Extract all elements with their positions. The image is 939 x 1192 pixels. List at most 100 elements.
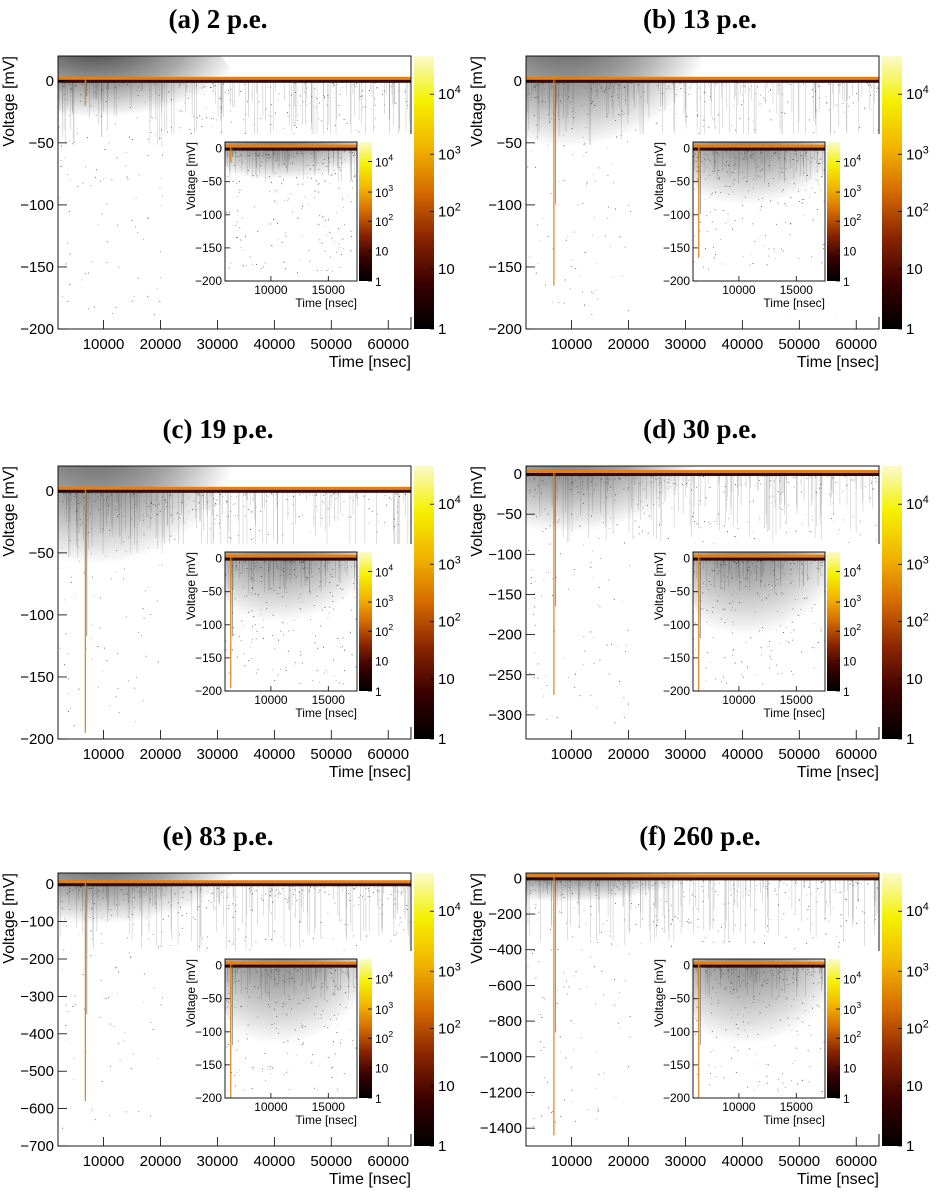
- colorbar-tick-label: 1: [438, 321, 446, 338]
- plot-frame: [224, 551, 358, 692]
- y-tick-label: −150: [663, 651, 690, 665]
- x-tick-label: 10000: [83, 336, 125, 353]
- colorbar-tick-label: 104: [906, 494, 929, 513]
- colorbar-tick-label: 103: [906, 144, 929, 163]
- x-tick-label: 40000: [253, 1153, 295, 1170]
- x-tick-label: 10000: [254, 1100, 288, 1114]
- y-tick-label: −200: [663, 1091, 690, 1105]
- x-tick-label: 40000: [253, 746, 295, 763]
- signal-hump: [58, 873, 236, 942]
- y-tick-label: −800: [488, 1013, 522, 1030]
- colorbar-tick-label: 1: [375, 1092, 382, 1106]
- x-axis-label: Time [nsec]: [797, 1171, 879, 1188]
- colorbar-tick-label: 104: [375, 152, 393, 169]
- x-tick-label: 30000: [197, 1153, 239, 1170]
- x-tick-label: 40000: [253, 336, 295, 353]
- x-tick-label: 30000: [197, 746, 239, 763]
- panel-title: (d) 30 p.e.: [643, 414, 757, 444]
- colorbar-tick-label: 1: [906, 1138, 914, 1155]
- baseline-core: [526, 877, 879, 881]
- colorbar-tick-label: 1: [906, 321, 914, 338]
- inset-heatmap: [693, 552, 825, 691]
- x-axis-label: Time [nsec]: [295, 706, 357, 720]
- inset: 10000 15000 0 −50 −100 −150 −200 Time [nsec] Vol…: [631, 544, 881, 727]
- baseline-band: [58, 880, 411, 884]
- colorbar: [882, 873, 902, 1146]
- x-tick-label: 50000: [310, 336, 352, 353]
- y-axis-label: Voltage [mV]: [184, 552, 198, 620]
- y-tick-label: −200: [663, 274, 690, 288]
- y-tick-label: −200: [20, 321, 54, 338]
- colorbar-tick-label: 10: [375, 244, 389, 258]
- colorbar-tick-label: 104: [843, 152, 861, 169]
- y-tick-label: −100: [20, 197, 54, 214]
- inset-heatmap: [225, 959, 357, 1098]
- y-axis-label: Voltage [mV]: [184, 959, 198, 1027]
- baseline-core: [58, 79, 411, 83]
- colorbar-tick-label: 10: [843, 244, 857, 258]
- panel-f: (f) 260 p.e. 10000 20000 30000 40000 50000 600…: [469, 821, 929, 1188]
- colorbar-tick-label: 10: [843, 654, 857, 668]
- colorbar-tick-label: 103: [843, 183, 861, 200]
- colorbar-tick-label: 102: [906, 202, 929, 221]
- x-tick-label: 40000: [721, 336, 763, 353]
- colorbar-tick-label: 1: [843, 1092, 850, 1106]
- x-tick-label: 10000: [722, 1100, 756, 1114]
- y-axis-label: Voltage [mV]: [1, 466, 18, 557]
- x-tick-label: 60000: [367, 1153, 409, 1170]
- panel-b: (b) 13 p.e. 10000 20000 30000 40000 50000 6000…: [469, 4, 929, 371]
- colorbar-tick-label: 103: [843, 1000, 861, 1017]
- x-axis-label: Time [nsec]: [295, 296, 357, 310]
- y-tick-label: −200: [488, 321, 522, 338]
- y-tick-label: −200: [195, 274, 222, 288]
- inset-heatmap: [225, 552, 357, 691]
- baseline-core: [693, 147, 825, 151]
- x-tick-label: 50000: [778, 746, 820, 763]
- y-tick-label: −150: [488, 586, 522, 603]
- x-tick-label: 10000: [83, 1153, 125, 1170]
- y-tick-label: −100: [20, 914, 54, 931]
- y-tick-label: −150: [195, 651, 222, 665]
- baseline-band: [58, 486, 411, 490]
- y-tick-label: −100: [663, 618, 690, 632]
- y-tick-label: −200: [663, 684, 690, 698]
- colorbar-tick-label: 104: [375, 562, 393, 579]
- signal-hump: [526, 873, 704, 913]
- colorbar-tick-label: 103: [375, 183, 393, 200]
- colorbar-tick-label: 10: [438, 1078, 455, 1095]
- baseline-band: [526, 470, 879, 474]
- x-axis-label: Time [nsec]: [763, 706, 825, 720]
- y-tick-label: −150: [195, 1058, 222, 1072]
- plot-frame: [692, 551, 826, 692]
- colorbar-tick-label: 10: [375, 1061, 389, 1075]
- colorbar-tick-label: 104: [843, 562, 861, 579]
- colorbar-tick-label: 103: [843, 593, 861, 610]
- y-tick-label: −150: [663, 1058, 690, 1072]
- inset: 10000 15000 0 −50 −100 −150 −200 Time [nsec] Vol…: [163, 951, 413, 1134]
- x-tick-label: 60000: [835, 336, 877, 353]
- colorbar-tick-label: 104: [843, 969, 861, 986]
- colorbar-tick-label: 10: [906, 1078, 923, 1095]
- baseline-band: [526, 874, 879, 878]
- baseline-band: [693, 554, 825, 558]
- colorbar-tick-label: 102: [438, 1019, 461, 1038]
- colorbar-tick-label: 104: [375, 969, 393, 986]
- y-axis-label: Voltage [mV]: [1, 873, 18, 964]
- colorbar-tick-label: 1: [375, 275, 382, 289]
- y-tick-label: −200: [195, 1091, 222, 1105]
- panel-a: (a) 2 p.e. 10000 20000 30000 40000 50000 60000…: [1, 4, 461, 371]
- y-tick-label: −200: [20, 731, 54, 748]
- x-tick-label: 20000: [608, 1153, 650, 1170]
- plot-frame: [224, 141, 358, 282]
- inset: 10000 15000 0 −50 −100 −150 −200 Time [nsec] Vol…: [163, 134, 413, 317]
- y-axis-label: Voltage [mV]: [1, 56, 18, 147]
- colorbar: [359, 142, 372, 281]
- baseline-core: [58, 489, 411, 493]
- x-tick-label: 15000: [312, 283, 346, 297]
- colorbar: [827, 959, 840, 1098]
- baseline-core: [526, 79, 879, 83]
- panel-d: (d) 30 p.e. 10000 20000 30000 40000 50000 6000…: [469, 414, 929, 781]
- x-axis-label: Time [nsec]: [329, 1171, 411, 1188]
- inset: 10000 15000 0 −50 −100 −150 −200 Time [nsec] Vol…: [631, 134, 881, 317]
